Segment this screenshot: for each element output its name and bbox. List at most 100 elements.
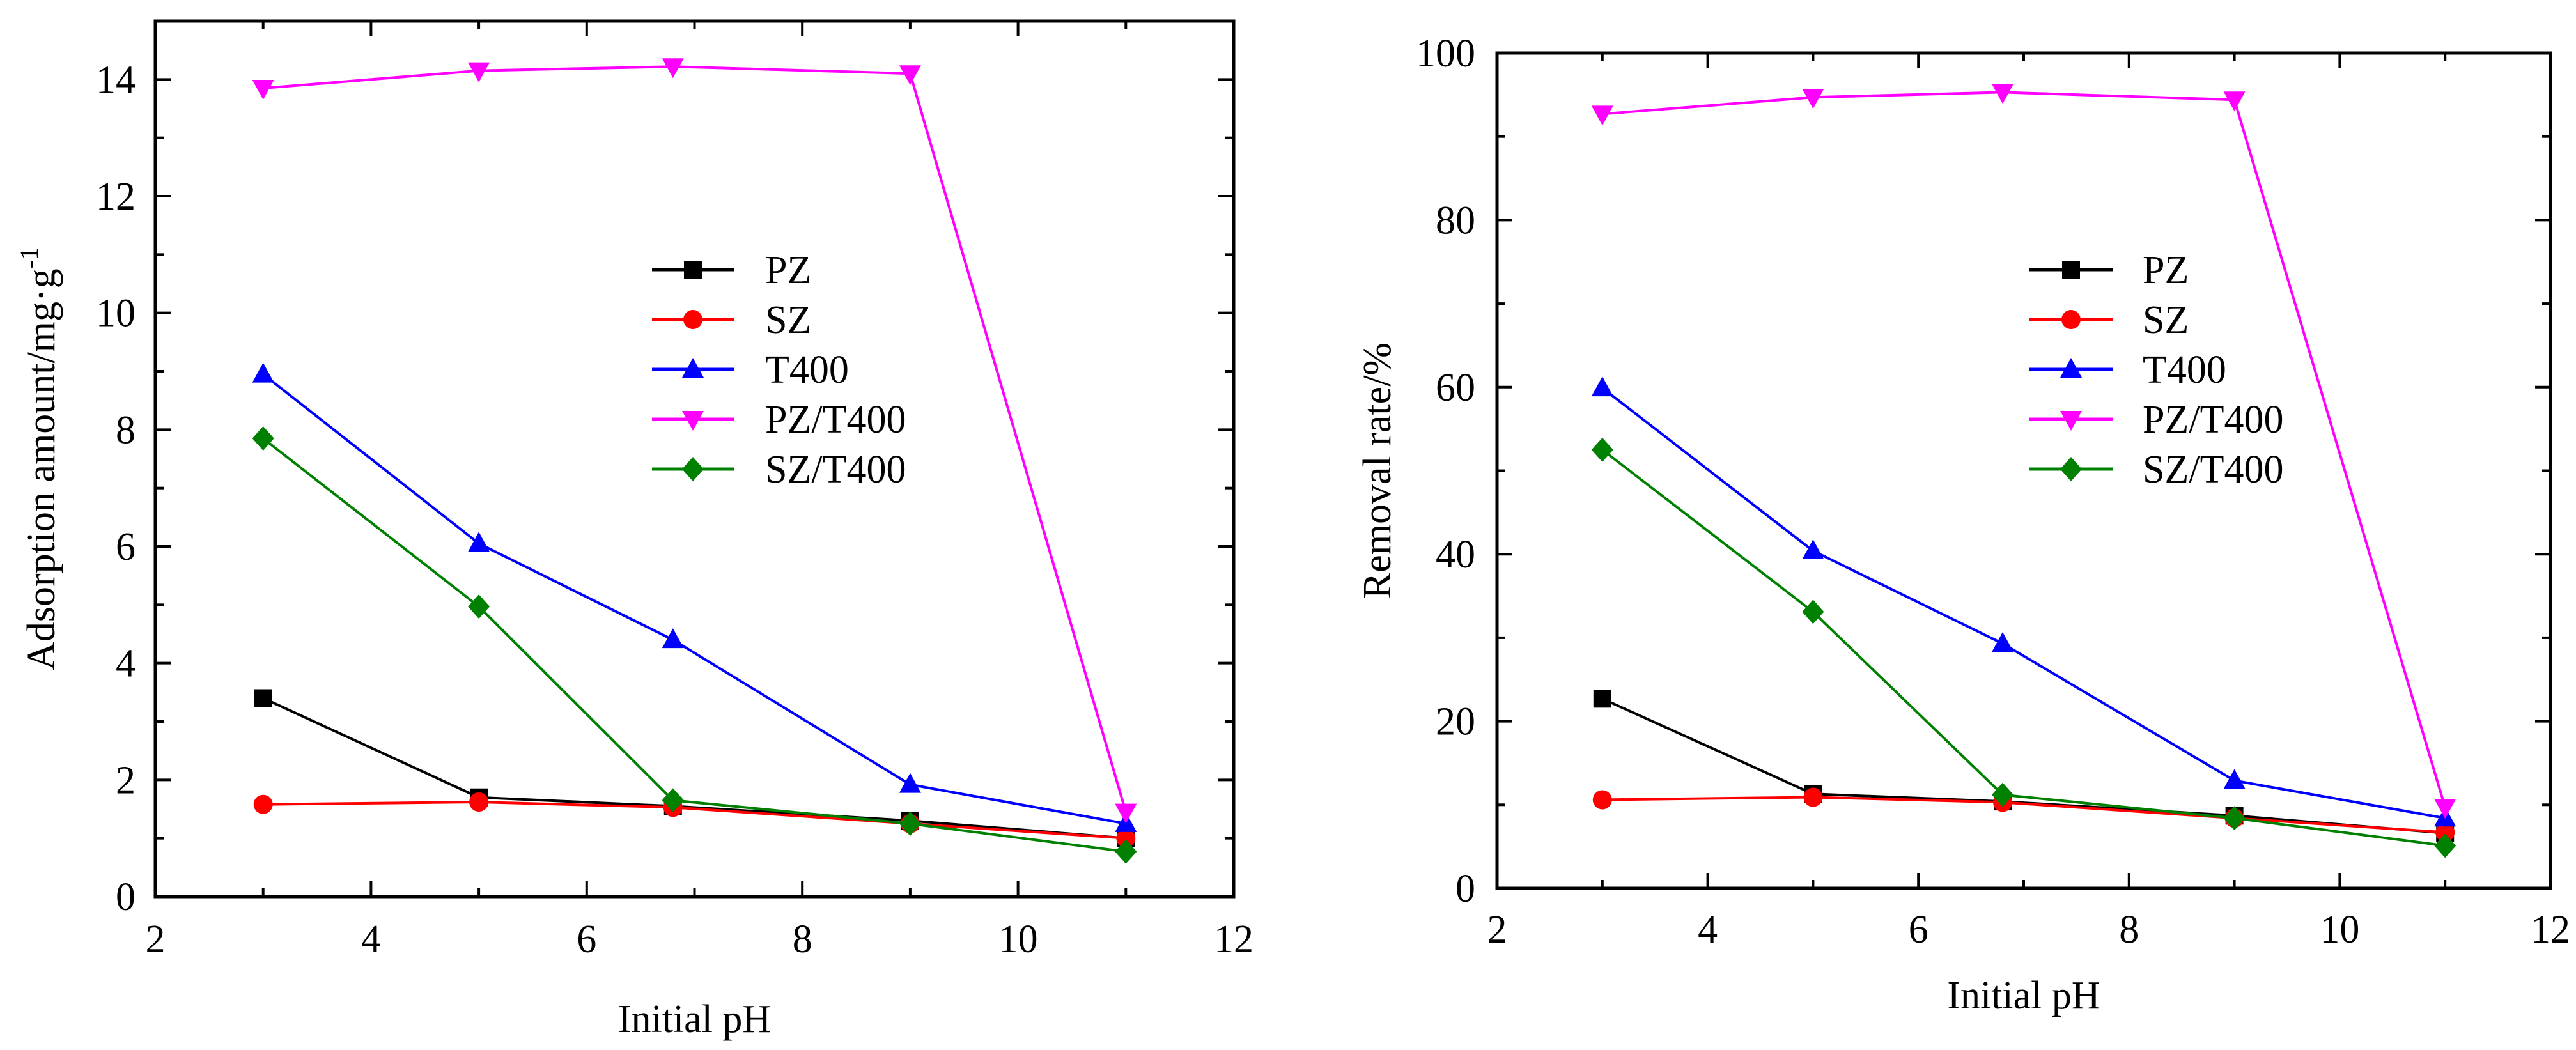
- x-tick-label: 8: [793, 918, 812, 961]
- legend: PZ SZ T400 PZ/T400 SZ/T400: [652, 249, 906, 491]
- data-point-sz-t400: [1115, 839, 1137, 864]
- legend-label: T400: [2143, 348, 2226, 392]
- legend-label: PZ/T400: [2143, 398, 2283, 442]
- y-tick-label: 40: [1436, 533, 1475, 576]
- series-sz-t400: [1591, 437, 2456, 858]
- x-tick-label: 4: [1698, 908, 1718, 952]
- legend-entry-pz: PZ: [2029, 249, 2189, 292]
- data-point-sz: [2435, 822, 2455, 842]
- legend-label: T400: [765, 348, 849, 392]
- legend-marker: [2060, 411, 2082, 431]
- x-tick-label: 12: [1214, 918, 1253, 961]
- y-tick-label: 4: [116, 642, 136, 686]
- series-line-pz-t400: [1602, 91, 2447, 808]
- y-axis-title: Removal rate/%: [1356, 343, 1399, 599]
- data-point-sz-t400: [252, 426, 274, 451]
- data-point-pz: [1593, 690, 1611, 708]
- legend-marker: [2062, 261, 2080, 279]
- data-point-pz-t400: [468, 62, 490, 82]
- x-axis-title: Initial pH: [618, 998, 771, 1041]
- y-tick-label: 2: [116, 759, 136, 802]
- series-sz-t400: [252, 426, 1137, 864]
- y-tick-label: 14: [96, 58, 136, 102]
- series-line-t400: [262, 373, 1126, 825]
- data-point-t400: [2223, 769, 2246, 789]
- data-point-sz-t400: [1992, 782, 2014, 807]
- x-tick-label: 10: [998, 918, 1038, 961]
- data-point-pz-t400: [1115, 803, 1137, 824]
- data-point-sz-t400: [899, 811, 921, 836]
- legend-entry-pz: PZ: [652, 249, 811, 292]
- legend-entry-t400: T400: [2029, 348, 2226, 392]
- data-point-t400: [899, 773, 921, 793]
- legend-entry-pz-t400: PZ/T400: [2029, 398, 2283, 442]
- legend-entry-sz-t400: SZ/T400: [652, 448, 906, 491]
- data-point-t400: [1992, 632, 2014, 652]
- legend-marker: [2061, 310, 2081, 329]
- legend-marker: [682, 411, 704, 431]
- y-tick-label: 12: [96, 175, 136, 219]
- data-point-pz: [254, 689, 272, 707]
- data-point-t400: [468, 532, 490, 552]
- series-line-sz: [1602, 796, 2446, 834]
- data-point-t400: [1802, 539, 1824, 559]
- legend-marker: [2060, 358, 2082, 378]
- series-line-pz: [1601, 697, 2446, 835]
- legend-entry-t400: T400: [652, 348, 849, 392]
- series-pz: [1593, 690, 2455, 842]
- y-tick-label: 10: [96, 292, 136, 336]
- data-point-sz: [253, 794, 273, 814]
- plot-frame: [1495, 51, 2552, 890]
- data-point-sz-t400: [2434, 833, 2456, 858]
- x-axis-title: Initial pH: [1947, 974, 2100, 1017]
- legend-marker: [2060, 457, 2082, 481]
- legend-entry-sz: SZ: [2029, 298, 2189, 342]
- legend-label: PZ/T400: [765, 398, 906, 442]
- x-tick-label: 6: [1909, 908, 1928, 952]
- series-line-pz-t400: [263, 65, 1128, 813]
- series-line-pz: [262, 697, 1126, 840]
- data-point-sz-t400: [1591, 437, 1613, 462]
- y-tick-label: 60: [1436, 366, 1475, 410]
- y-axis-title-superscript: -1: [15, 247, 43, 268]
- y-tick-label: 20: [1436, 700, 1475, 744]
- data-point-sz-t400: [468, 594, 490, 619]
- series-line-t400: [1601, 387, 2446, 820]
- chart-right-removal-rate: 2 4 6 8 10 12 0 20 40 60 80 100 Initial pH Removal ra…: [1356, 32, 2570, 1017]
- legend-label: SZ/T400: [765, 448, 906, 491]
- data-point-pz-t400: [899, 65, 921, 86]
- y-tick-label: 0: [1455, 867, 1475, 911]
- legend-marker: [683, 310, 702, 329]
- legend: PZ SZ T400 PZ/T400 SZ/T400: [2029, 249, 2283, 491]
- data-point-t400: [662, 628, 684, 649]
- legend-marker: [682, 358, 704, 378]
- legend-label: PZ: [2143, 249, 2189, 292]
- legend-marker: [684, 261, 702, 279]
- legend-label: PZ: [765, 249, 811, 292]
- x-tick-label: 8: [2119, 908, 2139, 952]
- data-point-pz-t400: [2223, 91, 2246, 112]
- legend-marker: [682, 457, 704, 481]
- y-axis-title: Adsorption amount/mg·g-1: [15, 247, 63, 670]
- series-line-sz-t400: [1601, 449, 2446, 847]
- series-pz-t400: [252, 58, 1137, 824]
- data-point-pz-t400: [662, 58, 684, 79]
- y-tick-label: 6: [116, 525, 136, 569]
- data-point-t400: [1591, 376, 1613, 397]
- series-t400: [252, 362, 1137, 832]
- data-point-sz-t400: [662, 788, 684, 813]
- data-point-sz: [1803, 787, 1823, 807]
- x-tick-label: 12: [2531, 908, 2570, 952]
- y-tick-label: 0: [116, 876, 136, 919]
- x-tick-label: 10: [2320, 908, 2359, 952]
- y-tick-label: 100: [1416, 32, 1475, 75]
- data-point-t400: [252, 362, 274, 383]
- legend-label: SZ: [765, 298, 811, 342]
- data-point-pz-t400: [2434, 799, 2456, 819]
- y-tick-label: 80: [1436, 199, 1475, 242]
- data-point-pz-t400: [1802, 89, 1824, 109]
- x-tick-label: 4: [361, 918, 381, 961]
- data-point-pz-t400: [252, 80, 274, 100]
